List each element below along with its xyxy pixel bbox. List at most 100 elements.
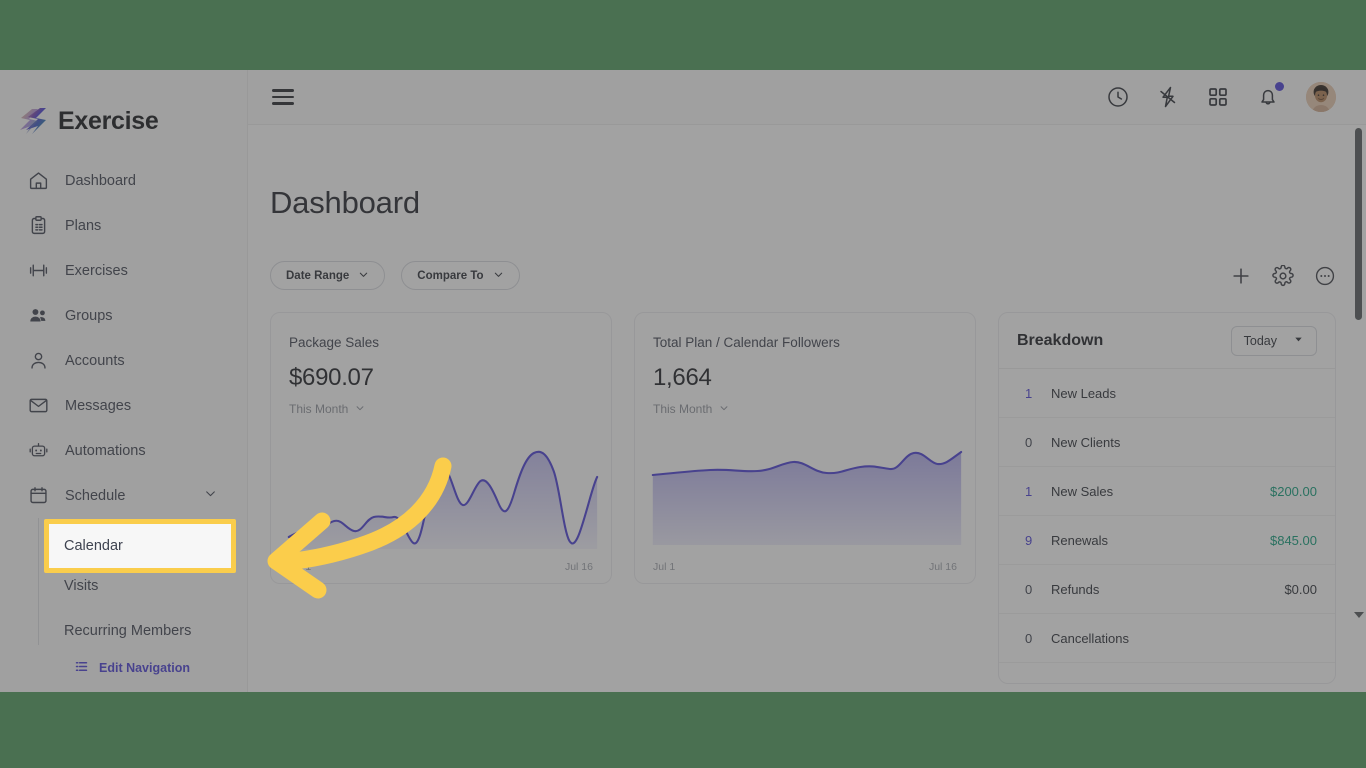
lightning-bolt-icon[interactable] — [1156, 85, 1180, 109]
sidebar-item-schedule[interactable]: Schedule — [0, 473, 247, 518]
followers-area-chart — [635, 419, 975, 549]
card-package-sales: Package Sales $690.07 This Month — [270, 312, 612, 584]
robot-icon — [28, 440, 49, 461]
notification-badge — [1275, 82, 1284, 91]
breakdown-range-select[interactable]: Today — [1230, 325, 1317, 356]
hamburger-icon[interactable] — [272, 85, 294, 108]
exercise-logo-icon — [18, 106, 48, 136]
breakdown-range-label: Today — [1243, 333, 1277, 348]
axis-end-label: Jul 16 — [564, 561, 593, 573]
sidebar-item-groups[interactable]: Groups — [0, 293, 247, 338]
date-range-filter[interactable]: Date Range — [270, 261, 386, 290]
brand[interactable]: Exercise — [0, 70, 247, 146]
card-period-select[interactable]: This Month — [635, 392, 975, 416]
sidebar: Exercise Dashboard — [0, 70, 248, 692]
card-period-select[interactable]: This Month — [271, 392, 611, 416]
header-actions — [1106, 82, 1366, 112]
sidebar-item-automations[interactable]: Automations — [0, 428, 247, 473]
dashboard-cards-row-2: Clients On Active / Scheduled Package Su… — [248, 684, 1366, 692]
page-title: Dashboard — [270, 185, 420, 220]
sidebar-item-calendar[interactable]: Calendar — [38, 518, 247, 563]
dashboard-cards-row-1: Package Sales $690.07 This Month — [248, 290, 1366, 684]
gear-icon[interactable] — [1272, 264, 1294, 287]
chevron-down-icon — [204, 487, 217, 504]
edit-navigation-button[interactable]: Edit Navigation — [0, 659, 247, 677]
sidebar-item-label: Accounts — [65, 352, 125, 369]
sidebar-item-label: Plans — [65, 217, 102, 234]
sidebar-item-recurring-members[interactable]: Recurring Members — [38, 608, 247, 653]
brand-name: Exercise — [58, 106, 159, 135]
apps-grid-icon[interactable] — [1206, 85, 1230, 109]
breakdown-count: 1 — [1024, 385, 1033, 401]
breakdown-amount: $845.00 — [1269, 532, 1317, 548]
clock-icon[interactable] — [1106, 85, 1130, 109]
breakdown-row[interactable]: 0 Cancellations — [998, 614, 1335, 663]
breakdown-count: 9 — [1024, 532, 1033, 548]
card-value: 1,664 — [652, 364, 712, 391]
date-range-label: Date Range — [286, 269, 350, 282]
dumbbell-icon — [28, 260, 49, 281]
avatar[interactable] — [1306, 82, 1336, 112]
sidebar-item-plans[interactable]: Plans — [0, 203, 247, 248]
chevron-down-icon — [355, 402, 365, 416]
bell-icon[interactable] — [1256, 82, 1284, 109]
chevron-down-icon — [493, 269, 504, 283]
home-icon — [28, 170, 49, 191]
edit-navigation-label: Edit Navigation — [99, 661, 190, 675]
chevron-down-icon — [358, 269, 369, 283]
people-group-icon — [28, 305, 49, 326]
breakdown-row[interactable]: 9 Renewals $845.00 — [998, 516, 1335, 565]
clipboard-icon — [28, 215, 49, 236]
sidebar-nav: Dashboard Plans — [0, 146, 247, 677]
calendar-icon — [28, 485, 49, 506]
axis-start-label: Jul 1 — [652, 561, 676, 573]
card-period-label: This Month — [289, 402, 349, 416]
vertical-scrollbar[interactable] — [1355, 128, 1362, 692]
main-content: Dashboard Date Range Compare To — [248, 125, 1366, 692]
sidebar-item-visits[interactable]: Visits — [38, 563, 247, 608]
breakdown-label: New Clients — [1050, 434, 1121, 450]
axis-start-label: Jul 1 — [289, 561, 312, 573]
breakdown-header: Breakdown Today — [998, 313, 1335, 369]
card-breakdown: Breakdown Today 1 New Leads — [997, 312, 1336, 684]
sidebar-item-exercises[interactable]: Exercises — [0, 248, 247, 293]
sidebar-item-messages[interactable]: Messages — [0, 383, 247, 428]
sidebar-item-dashboard[interactable]: Dashboard — [0, 158, 247, 203]
chevron-down-icon — [719, 402, 729, 416]
compare-to-filter[interactable]: Compare To — [401, 261, 520, 290]
breakdown-label: New Sales — [1050, 483, 1114, 499]
breakdown-row[interactable]: 0 New Clients — [998, 418, 1335, 467]
sidebar-item-accounts[interactable]: Accounts — [0, 338, 247, 383]
axis-end-label: Jul 16 — [928, 561, 957, 573]
card-total-plan-calendar-followers: Total Plan / Calendar Followers 1,664 Th… — [633, 312, 976, 584]
breakdown-label: Cancellations — [1050, 630, 1130, 646]
breakdown-count: 0 — [1024, 581, 1033, 597]
sidebar-item-label: Messages — [65, 397, 132, 414]
sidebar-item-label: Exercises — [65, 262, 128, 279]
breakdown-row[interactable]: 0 Refunds $0.00 — [998, 565, 1335, 614]
scrollbar-thumb[interactable] — [1355, 128, 1362, 320]
breakdown-count: 0 — [1024, 630, 1033, 646]
breakdown-row[interactable]: 1 New Leads — [998, 369, 1335, 418]
sidebar-item-label: Dashboard — [65, 172, 136, 189]
breakdown-count: 0 — [1024, 434, 1033, 450]
app-viewport: Exercise Dashboard — [0, 70, 1366, 692]
sidebar-item-label: Automations — [65, 442, 146, 459]
list-icon — [74, 659, 89, 677]
top-header — [248, 70, 1366, 125]
scroll-down-arrow-icon[interactable] — [1354, 612, 1364, 618]
sidebar-item-label: Groups — [65, 307, 113, 324]
card-period-label: This Month — [652, 402, 713, 416]
breakdown-label: New Leads — [1050, 385, 1117, 401]
sidebar-subitem-label: Calendar — [64, 532, 123, 549]
more-horizontal-icon[interactable] — [1314, 265, 1336, 287]
breakdown-count: 1 — [1024, 483, 1033, 499]
breakdown-title: Breakdown — [1016, 331, 1104, 349]
breakdown-row[interactable]: 1 New Sales $200.00 — [998, 467, 1335, 516]
plus-icon[interactable] — [1230, 265, 1252, 287]
sidebar-item-label: Schedule — [65, 487, 126, 504]
card-title: Total Plan / Calendar Followers — [652, 335, 840, 350]
compare-to-label: Compare To — [417, 269, 484, 282]
sidebar-subitem-label: Visits — [64, 577, 99, 594]
